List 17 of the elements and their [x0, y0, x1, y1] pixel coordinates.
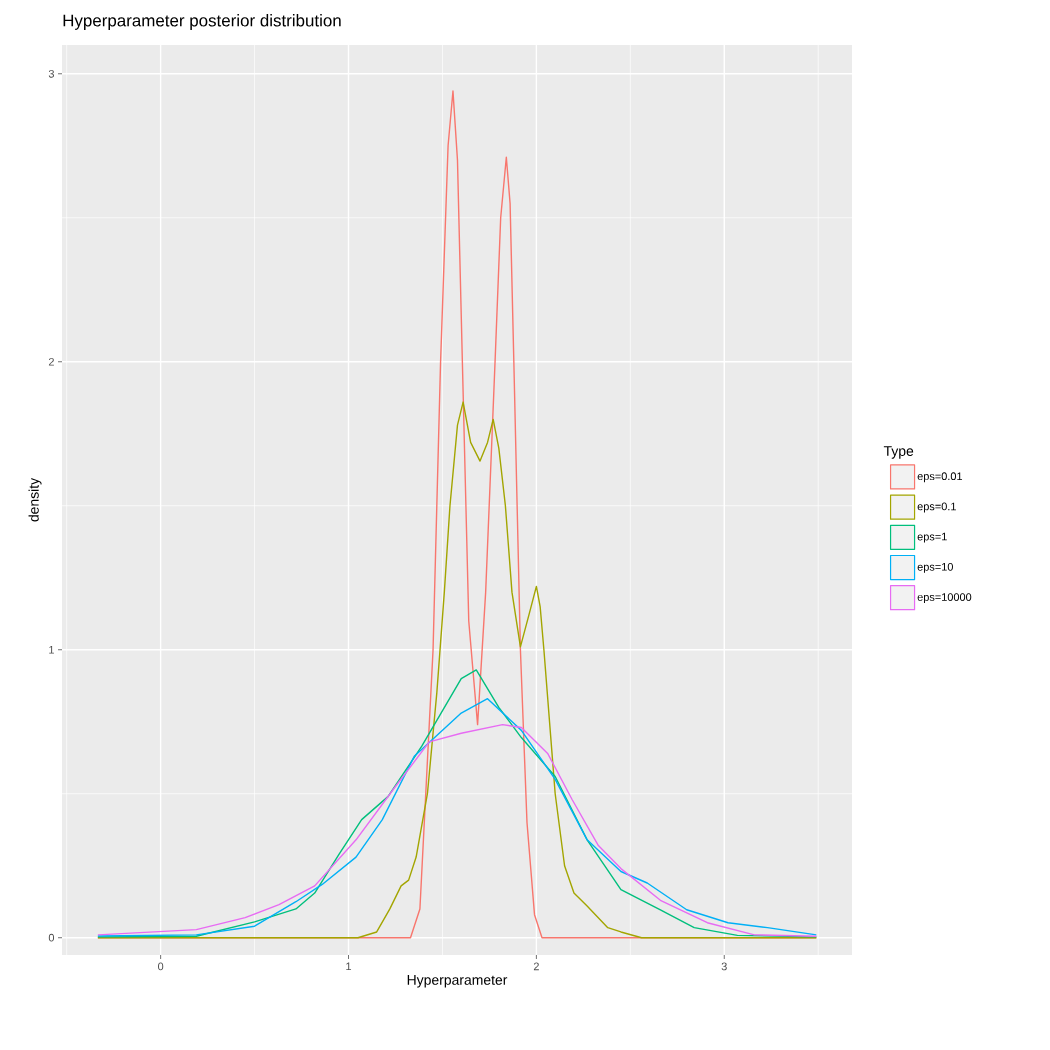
- legend-label: eps=10000: [917, 593, 972, 604]
- legend-label: eps=0.01: [917, 472, 963, 483]
- chart-title: Hyperparameter posterior distribution: [63, 14, 341, 30]
- y-tick-label: 0: [48, 933, 55, 942]
- x-tick-label: 2: [533, 962, 539, 971]
- y-axis-title: density: [28, 477, 42, 522]
- y-tick-label: 1: [49, 645, 54, 654]
- y-tick-label: 2: [48, 357, 54, 366]
- legend-label: eps=10: [917, 562, 953, 573]
- x-tick-label: 1: [346, 962, 352, 971]
- legend-title: Type: [883, 446, 914, 459]
- legend-label: eps=0.1: [917, 502, 956, 513]
- x-tick-label: 0: [158, 962, 164, 971]
- legend-label: eps=1: [917, 532, 947, 543]
- y-tick-label: 3: [48, 69, 54, 78]
- x-axis-title: Hyperparameter: [407, 975, 508, 988]
- x-tick-label: 3: [721, 962, 727, 971]
